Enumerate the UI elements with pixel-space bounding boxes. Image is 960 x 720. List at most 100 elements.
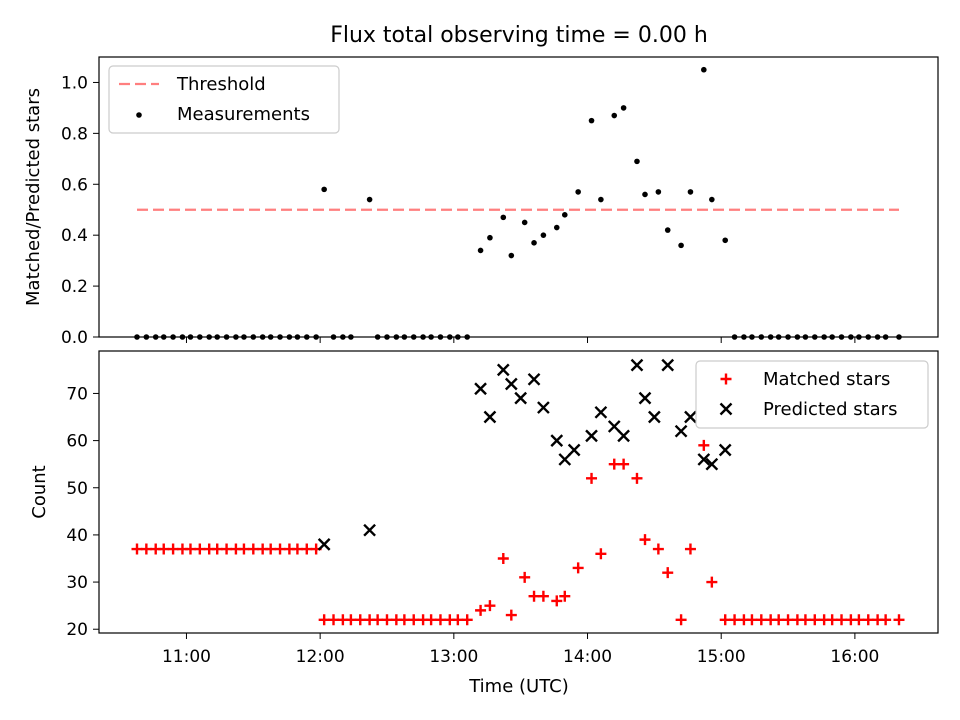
matched-star-point [880,614,892,626]
matched-star-point-shape [221,543,233,555]
matched-star-point [221,543,233,555]
predicted-star-point-shape [630,358,644,372]
measurement-point [678,242,684,249]
bottom-x-tick-label: 14:00 [563,647,612,667]
matched-star-point [755,614,767,626]
matched-star-point [434,614,446,626]
matched-star-point-shape [595,548,607,560]
predicted-star-point-shape [607,420,621,433]
predicted-star-point [504,377,518,391]
legend-matched-marker-shape [720,373,732,385]
matched-star-point-shape [773,614,785,626]
matched-star-point-shape [461,614,473,626]
matched-star-point-shape [372,614,384,626]
predicted-star-point [705,457,719,471]
predicted-star-point [684,410,697,424]
matched-star-point-shape [652,543,664,555]
bottom-y-tick-label: 60 [66,432,88,452]
matched-star-point-shape [893,614,905,626]
legend-predicted-marker [719,402,733,416]
matched-star-point [528,590,540,602]
top-y-tick-label: 0.8 [61,124,88,144]
predicted-star-point-shape [527,372,541,386]
measurement-point [575,189,581,195]
predicted-star-point [594,405,608,419]
predicted-star-point [483,410,497,424]
matched-star-point [551,595,563,607]
matched-star-point [425,614,437,626]
matched-star-point-shape [328,614,340,626]
predicted-star-point-shape [718,443,732,457]
matched-star-point [497,552,509,564]
matched-star-point [826,614,838,626]
legend-matched-marker [720,373,732,385]
predicted-star-point-shape [558,453,572,466]
matched-star-point-shape [519,571,531,583]
top-y-label: Matched/Predicted stars [23,88,44,306]
measurement-point [634,158,640,165]
matched-star-point-shape [140,543,152,555]
predicted-star-point-shape [550,434,564,447]
measurement-point [722,237,729,244]
matched-star-point-shape [719,614,731,626]
matched-star-point [158,543,170,555]
matched-star-point [572,562,584,574]
matched-star-point-shape [537,590,549,602]
matched-star-point-shape [684,543,696,555]
measurement-point [588,117,595,124]
matched-star-point [608,458,620,470]
matched-star-point [706,576,718,588]
predicted-star-point-shape [317,537,331,551]
top-legend: Threshold Measurements [108,65,340,134]
bottom-legend-box [695,360,929,429]
matched-star-point-shape [318,614,330,626]
predicted-star-point [496,363,510,377]
predicted-star-point-shape [705,457,719,471]
predicted-stars-points [317,358,732,551]
measurement-point [655,189,662,195]
top-y-tick-label: 0.6 [61,175,88,195]
predicted-star-point [607,420,621,433]
matched-star-point [131,543,143,555]
top-y-tick-label: 0.4 [61,226,88,246]
top-panel: 0.0 0.2 0.4 0.6 0.8 1.0 Matched/Predicted sta… [23,56,939,348]
bottom-legend: Matched stars Predicted stars [695,360,929,429]
matched-star-point [461,614,473,626]
matched-star-point-shape [631,472,643,484]
legend-matched-swatch [720,373,732,385]
predicted-star-point-shape [585,429,598,443]
predicted-star-point-shape [483,410,497,424]
matched-star-point [698,439,710,451]
predicted-star-point-shape [504,377,518,391]
predicted-star-point-shape [674,424,688,438]
matched-star-point [291,543,303,555]
predicted-star-point [585,429,598,443]
matched-star-point [211,543,223,555]
matched-star-point [586,472,598,484]
matched-star-point-shape [559,590,571,602]
matched-star-point [167,543,179,555]
matched-star-point-shape [799,614,811,626]
predicted-star-point [697,453,711,466]
matched-star-point [639,534,651,546]
top-y-tick-label: 1.0 [61,73,88,93]
predicted-star-point [718,443,732,457]
bottom-x-tick-label: 11:00 [162,647,211,667]
measurement-point [620,105,627,111]
matched-star-point [408,614,420,626]
matched-star-point-shape [836,614,848,626]
matched-star-point-shape [586,472,598,484]
predicted-star-point-shape [567,443,581,457]
matched-star-point [746,614,758,626]
predicted-star-point [363,523,376,537]
matched-star-point-shape [274,543,286,555]
matched-star-point [345,614,357,626]
predicted-star-point [661,358,675,372]
matched-star-point [484,600,496,612]
matched-star-point [729,614,741,626]
legend-matched-label: Matched stars [763,369,890,390]
matched-star-point [372,614,384,626]
top-y-axis: 0.0 0.2 0.4 0.6 0.8 1.0 [61,73,99,348]
matched-star-point [398,614,410,626]
